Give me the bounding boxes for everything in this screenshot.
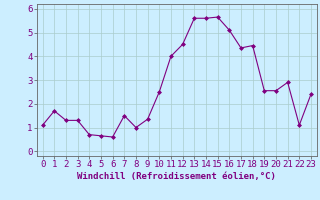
X-axis label: Windchill (Refroidissement éolien,°C): Windchill (Refroidissement éolien,°C) — [77, 172, 276, 181]
